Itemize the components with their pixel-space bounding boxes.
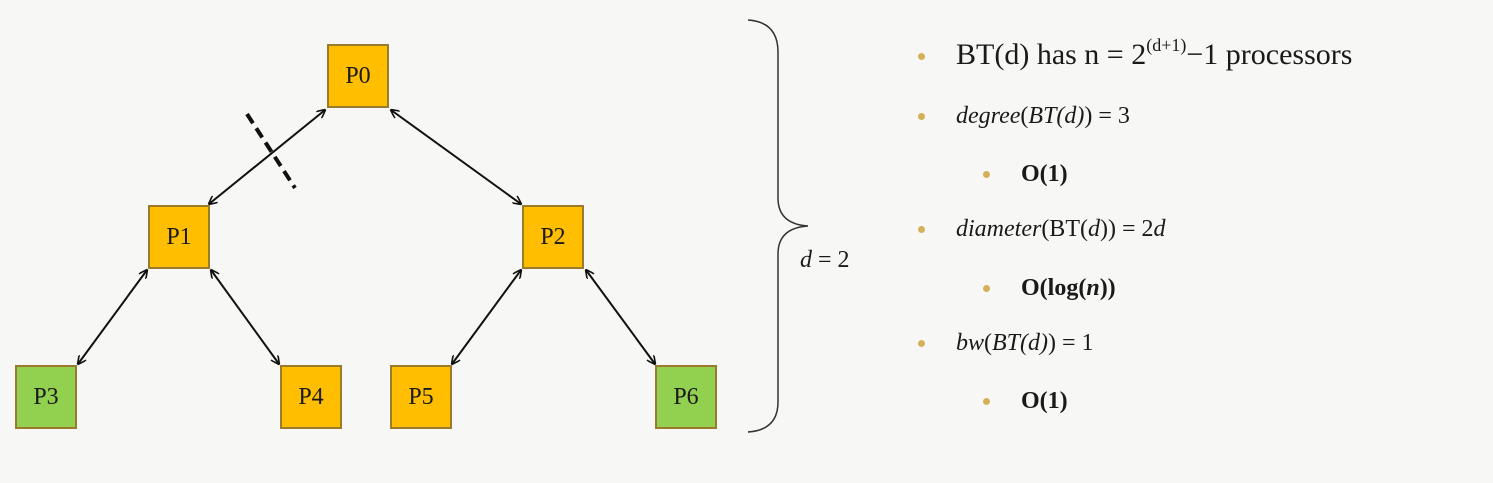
node-p4: P4 — [280, 365, 342, 429]
edge-p0-p2 — [391, 110, 521, 204]
edge-p2-p6 — [586, 270, 655, 364]
bullet-dot — [918, 340, 925, 347]
edge-p0-p1 — [209, 110, 325, 204]
bullet-diameter: diameter(BT(d)) = 2d — [918, 216, 1166, 243]
depth-label: d = 2 — [800, 247, 850, 273]
node-p1: P1 — [148, 205, 210, 269]
bullet-processors: BT(d) has n = 2(d+1)−1 processors — [918, 36, 1352, 72]
node-p3: P3 — [15, 365, 77, 429]
sub-bullet-degree: O(1) — [918, 161, 1068, 188]
node-p6: P6 — [655, 365, 717, 429]
edge-p2-p5 — [452, 270, 521, 364]
bullet-dot — [918, 53, 925, 60]
bullet-dot — [918, 226, 925, 233]
bullet-dot — [983, 171, 990, 178]
bullet-dot — [918, 113, 925, 120]
node-p2: P2 — [522, 205, 584, 269]
bullet-degree: degree(BT(d)) = 3 — [918, 103, 1130, 130]
bullet-dot — [983, 398, 990, 405]
cut-marker — [245, 112, 297, 190]
bullet-dot — [983, 285, 990, 292]
edge-p1-p3 — [78, 270, 147, 364]
sub-bullet-bandwidth: O(1) — [918, 388, 1068, 415]
bullet-bandwidth: bw(BT(d)) = 1 — [918, 330, 1094, 357]
sub-bullet-diameter: O(log(n)) — [918, 275, 1116, 302]
depth-brace — [747, 19, 809, 433]
node-p5: P5 — [390, 365, 452, 429]
edge-p1-p4 — [211, 270, 279, 364]
node-p0: P0 — [327, 44, 389, 108]
